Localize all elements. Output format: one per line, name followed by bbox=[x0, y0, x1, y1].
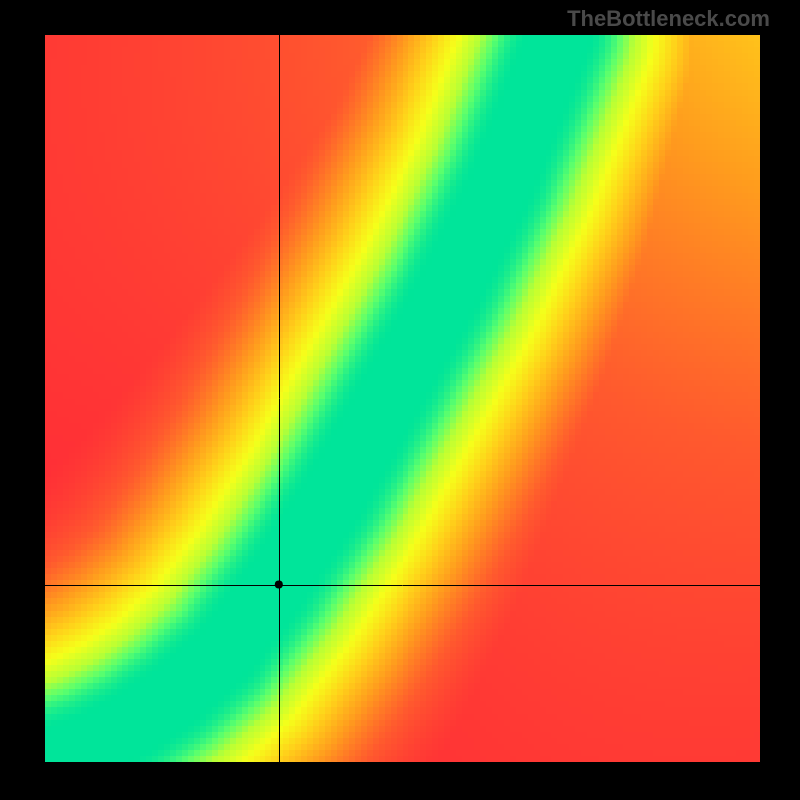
watermark-text: TheBottleneck.com bbox=[567, 6, 770, 32]
chart-wrapper: TheBottleneck.com bbox=[0, 0, 800, 800]
bottleneck-heatmap bbox=[45, 35, 760, 762]
